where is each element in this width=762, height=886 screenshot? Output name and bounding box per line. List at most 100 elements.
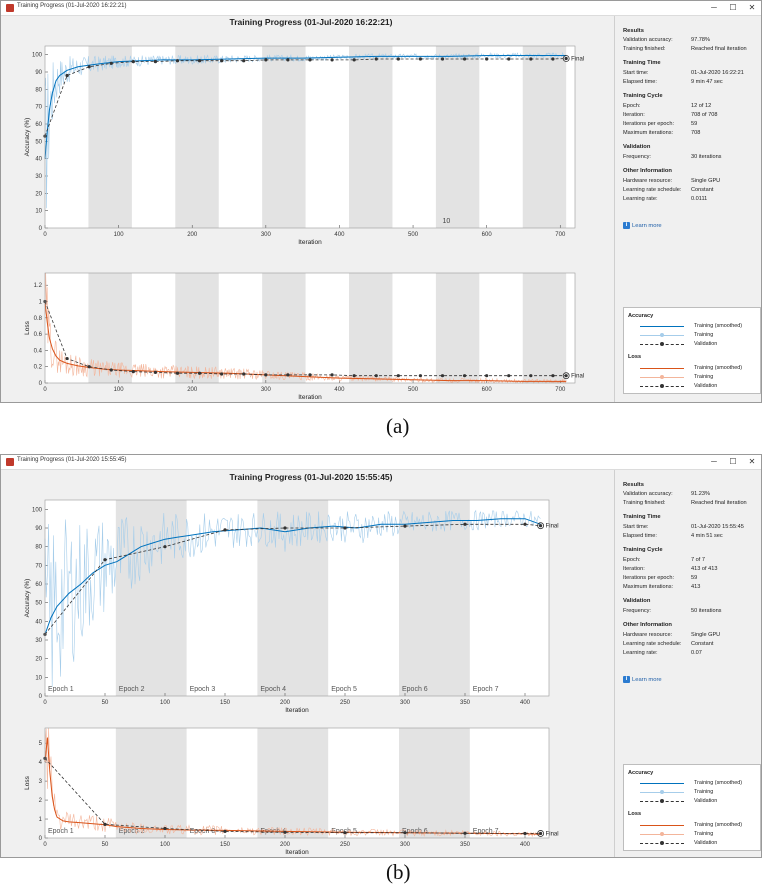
epoch-label: Epoch 2: [119, 828, 145, 835]
validation-point: [352, 374, 356, 378]
x-tick-label: 400: [334, 387, 345, 393]
learn-more-link[interactable]: i Learn more: [623, 676, 662, 683]
validation-line: [44, 523, 541, 635]
training-time-heading: Training Time: [623, 514, 661, 520]
y-tick-label: 0.6: [34, 332, 43, 338]
final-marker: [537, 522, 544, 530]
x-tick-label: 600: [482, 387, 493, 393]
legend-loss-heading: Loss: [628, 811, 642, 817]
legend-text: Validation: [694, 840, 718, 846]
legend-accuracy-smoothed-line: [640, 326, 684, 327]
epoch-label: Epoch 6: [402, 686, 428, 693]
validation-point: [374, 57, 378, 61]
plot-border: [44, 272, 576, 384]
y-tick-label: 5: [39, 741, 43, 747]
learning-rate-schedule-value: Constant: [691, 641, 714, 647]
y-tick-label: 60: [35, 122, 42, 128]
y-tick-label: 40: [35, 157, 42, 163]
validation-accuracy-value: 91.23%: [691, 491, 710, 497]
info-label: Elapsed time:: [623, 533, 657, 539]
epoch-band: [349, 273, 393, 383]
legend-marker: [660, 375, 664, 379]
close-button[interactable]: ✕: [748, 3, 756, 12]
epoch-label: Epoch 4: [260, 686, 286, 693]
learn-more-link[interactable]: i Learn more: [623, 222, 662, 229]
legend-text: Validation: [694, 798, 718, 804]
validation-point: [286, 58, 290, 62]
epoch-value: 12 of 12: [691, 103, 712, 109]
learning-rate-schedule-value: Constant: [691, 187, 714, 193]
info-label: Validation accuracy:: [623, 37, 673, 43]
y-tick-label: 30: [35, 638, 42, 644]
final-label: Final: [546, 524, 559, 530]
validation-point: [242, 59, 246, 63]
validation-point: [396, 57, 400, 61]
learn-more-text: Learn more: [632, 677, 662, 684]
y-tick-label: 2: [39, 798, 43, 804]
epoch-band: [522, 46, 567, 228]
epoch-band: [399, 728, 470, 838]
x-tick-label: 500: [408, 232, 419, 238]
validation-point: [374, 374, 378, 378]
x-tick-label: 350: [460, 842, 471, 848]
start-time-value: 01-Jul-2020 16:22:21: [691, 70, 744, 76]
info-label: Learning rate schedule:: [623, 187, 682, 193]
validation-point: [462, 374, 467, 378]
x-axis-label: Iteration: [298, 394, 322, 401]
x-tick-label: 100: [160, 700, 171, 706]
y-tick-label: 1: [39, 300, 43, 306]
y-tick-label: 50: [35, 601, 42, 607]
x-tick-label: 0: [43, 387, 47, 393]
x-tick-label: 300: [261, 387, 272, 393]
final-label: Final: [546, 831, 559, 837]
validation-point: [485, 57, 489, 61]
y-tick-label: 1: [39, 817, 43, 823]
b-accuracy-chart: Epoch 1 Epoch 2 Epoch 3 Epoch 4 Epoch 5 Epoch…: [24, 499, 559, 714]
training-smoothed-line: [44, 737, 541, 835]
epoch-band: [262, 273, 306, 383]
validation-point: [223, 528, 227, 532]
close-button[interactable]: ✕: [748, 457, 756, 466]
validation-point: [440, 57, 445, 61]
validation-point: [529, 374, 533, 378]
validation-point: [220, 59, 224, 63]
y-tick-label: 50: [35, 139, 42, 145]
learning-rate-value: 0.0111: [691, 196, 708, 202]
maximize-button[interactable]: ☐: [729, 3, 737, 12]
epoch-label: Epoch 6: [402, 828, 428, 835]
y-tick-label: 80: [35, 545, 42, 551]
x-tick-label: 150: [220, 842, 231, 848]
validation-point: [65, 73, 69, 78]
validation-point: [403, 831, 407, 835]
y-tick-label: 40: [35, 619, 42, 625]
epoch-label: Epoch 7: [473, 686, 499, 693]
validation-point: [163, 545, 167, 549]
legend-marker: [660, 333, 664, 337]
y-tick-label: 10: [35, 675, 42, 681]
legend-box: Accuracy Training (smoothed) Training Va…: [623, 307, 761, 394]
window-titlebar: Training Progress (01-Jul-2020 15:55:45)…: [1, 455, 761, 470]
plot-area: [45, 46, 575, 228]
minimize-button[interactable]: ─: [711, 3, 717, 12]
legend-marker: [660, 384, 664, 388]
x-tick-label: 250: [340, 700, 351, 706]
validation-point: [523, 831, 527, 836]
window-title: Training Progress (01-Jul-2020 16:22:21): [17, 3, 127, 9]
training-progress-window-a: Training Progress (01-Jul-2020 16:22:21)…: [0, 0, 762, 403]
validation-point: [330, 58, 334, 62]
legend-text: Training (smoothed): [694, 822, 743, 828]
epoch-value: 7 of 7: [691, 557, 705, 563]
plot-panel: Training Progress (01-Jul-2020 16:22:21)…: [1, 16, 613, 402]
minimize-button[interactable]: ─: [711, 457, 717, 466]
plot-border: [44, 45, 576, 229]
legend-text: Training: [694, 332, 714, 338]
epoch-band: [175, 46, 219, 228]
epoch-band: [522, 273, 567, 383]
info-label: Learning rate:: [623, 196, 658, 202]
maximize-button[interactable]: ☐: [729, 457, 737, 466]
validation-point: [175, 371, 180, 375]
legend-marker: [660, 790, 664, 794]
training-smoothed-line: [44, 518, 541, 635]
y-tick-label: 0: [39, 226, 43, 232]
x-tick-label: 200: [187, 232, 198, 238]
